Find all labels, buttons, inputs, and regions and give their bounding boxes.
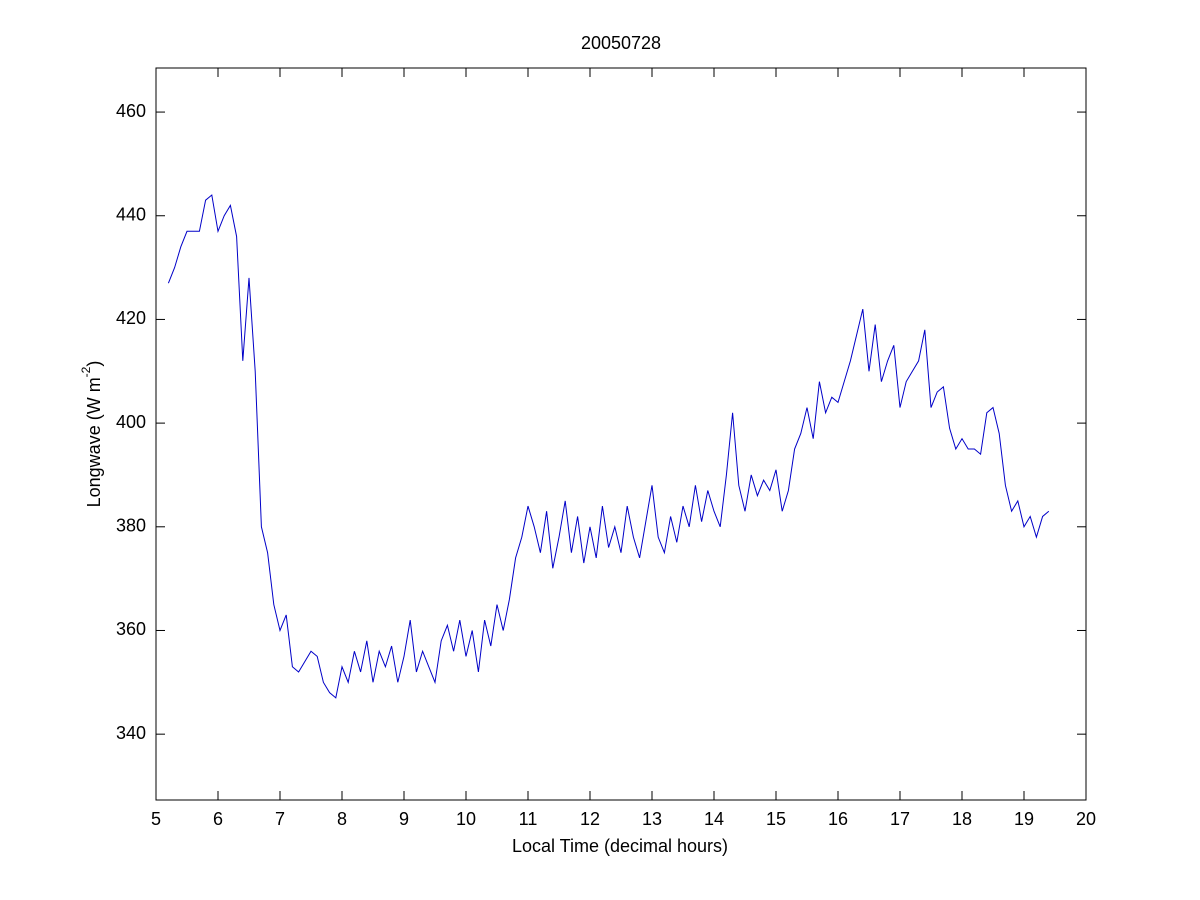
y-axis-label-superscript: -2: [79, 366, 93, 377]
x-tick-label: 16: [828, 809, 848, 829]
x-tick-label: 9: [399, 809, 409, 829]
x-tick-label: 19: [1014, 809, 1034, 829]
x-tick-label: 14: [704, 809, 724, 829]
x-tick-label: 10: [456, 809, 476, 829]
x-tick-label: 7: [275, 809, 285, 829]
chart-title: 20050728: [581, 33, 661, 53]
x-tick-label: 20: [1076, 809, 1096, 829]
data-line: [167, 194, 1050, 699]
y-axis-label-suffix: ): [84, 361, 104, 367]
x-tick-label: 8: [337, 809, 347, 829]
x-tick-label: 11: [519, 809, 538, 829]
plot-frame: [155, 67, 1087, 801]
x-tick-label: 17: [890, 809, 910, 829]
y-tick-label: 340: [116, 723, 146, 743]
y-tick-label: 400: [116, 412, 146, 432]
x-tick-label: 6: [213, 809, 223, 829]
y-tick-label: 360: [116, 619, 146, 639]
x-tick-label: 5: [151, 809, 161, 829]
y-tick-label: 440: [116, 204, 146, 224]
x-tick-label: 15: [766, 809, 786, 829]
x-axis-label: Local Time (decimal hours): [512, 836, 728, 856]
y-axis-label-text: Longwave (W m: [84, 377, 104, 507]
y-tick-label: 460: [116, 101, 146, 121]
y-tick-label: 420: [116, 308, 146, 328]
y-tick-label: 380: [116, 516, 146, 536]
x-tick-label: 18: [952, 809, 972, 829]
x-tick-label: 12: [580, 809, 600, 829]
y-axis-label: Longwave (W m-2): [79, 361, 104, 508]
x-tick-label: 13: [642, 809, 662, 829]
